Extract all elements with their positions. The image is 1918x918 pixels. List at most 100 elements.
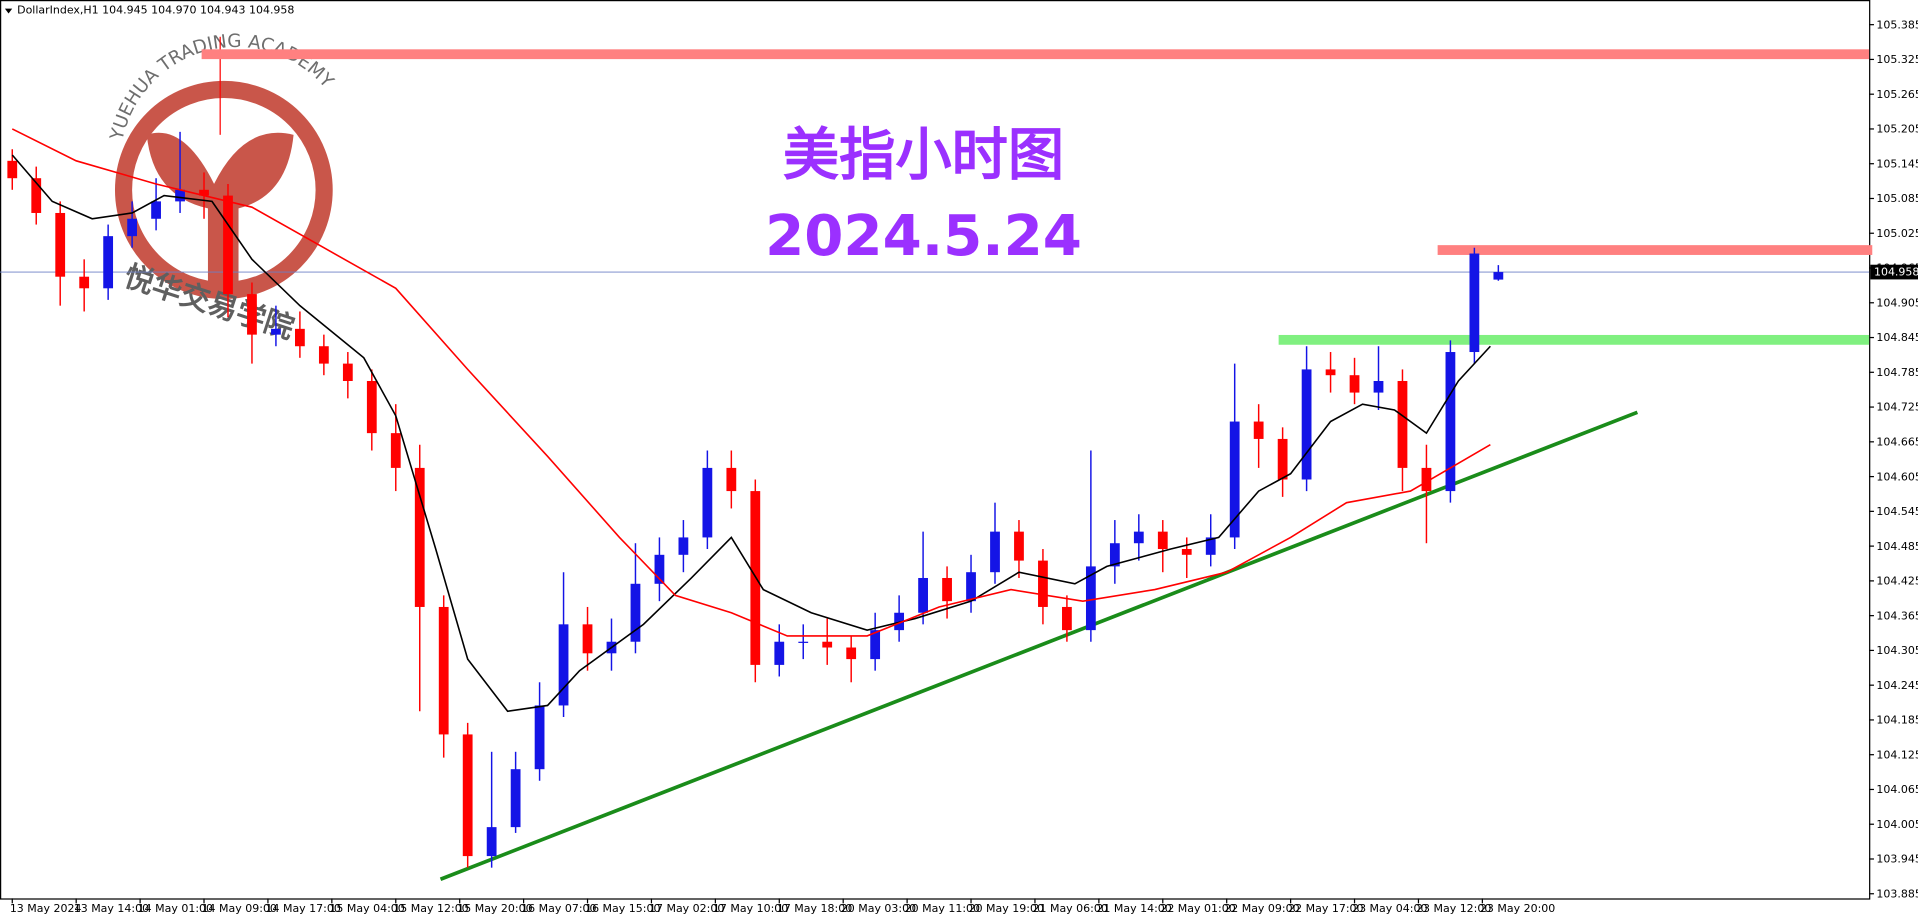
candle-body [31,178,42,213]
x-tick-label: 15 May 04:00 [329,902,404,915]
candle-body [678,537,689,555]
candle-body [318,346,329,364]
chart-title: 美指小时图 [783,122,1064,188]
y-tick-label: 103.945 [1876,853,1918,866]
y-tick-label: 104.785 [1876,366,1918,379]
y-tick-label: 105.085 [1876,192,1918,205]
candle-body [990,531,1000,573]
level-zone [1278,334,1870,345]
x-tick-label: 15 May 12:00 [393,902,468,915]
y-tick-label: 104.125 [1876,748,1918,761]
x-tick-label: 23 May 04:00 [1352,902,1427,915]
candle-body [1349,375,1360,393]
candle-body [390,433,401,468]
last-price-label: 104.958 [1874,266,1918,279]
candle-body [295,328,305,347]
x-tick-label: 13 May 2024 [10,902,82,915]
x-tick-label: 14 May 17:00 [265,902,340,915]
candle-body [726,467,737,492]
candle-body [1157,531,1168,550]
moving-average [11,128,1491,637]
candle-body [127,218,138,237]
candle-body [1373,380,1384,393]
candle-body [175,189,185,202]
level-zone [1437,245,1873,255]
candle-body [582,624,593,654]
candle-body [966,572,976,602]
candle-body [79,276,90,289]
x-tick-label: 17 May 18:00 [777,902,852,915]
candle-body [271,328,281,335]
candle-body [558,624,569,706]
candle-body [1205,537,1216,555]
candle-body [103,236,114,289]
x-tick-label: 21 May 06:00 [1033,902,1108,915]
candle-body [462,734,473,857]
x-tick-label: 14 May 09:00 [202,902,277,915]
y-tick-label: 104.665 [1876,435,1918,448]
candle-body [1133,531,1144,544]
candle-body [1085,566,1096,631]
moving-average [11,154,1491,713]
candle-body [1397,380,1408,468]
candle-body [247,294,257,335]
candle-body [7,160,18,179]
candle-body [1493,272,1504,280]
header: DollarIndex,H1 104.945 104.970 104.943 1… [17,3,294,16]
y-tick-label: 104.485 [1876,540,1918,553]
candle-body [894,612,905,631]
last-price-box [1870,264,1918,280]
candle-body [486,827,497,857]
candle-body [1421,467,1432,492]
candle-body [223,195,233,295]
candle-body [55,212,66,277]
x-tick-label: 22 May 17:00 [1288,902,1363,915]
candle-body [342,363,353,381]
chart-subtitle: 2024.5.24 [765,204,1082,269]
candle-body [414,467,425,607]
x-tick-label: 22 May 09:00 [1224,902,1299,915]
candle-body [702,467,713,538]
x-tick-label: 20 May 03:00 [841,902,916,915]
y-tick-label: 104.065 [1876,783,1918,796]
candle-body [870,630,881,660]
x-tick-label: 23 May 12:00 [1416,902,1491,915]
candle-body [1469,253,1480,353]
candle-body [822,641,833,648]
candle-body [1109,543,1120,567]
y-tick-label: 104.425 [1876,575,1918,588]
candle-body [438,606,449,735]
y-tick-label: 104.005 [1876,818,1918,831]
y-tick-label: 104.905 [1876,296,1918,309]
candle-body [1014,531,1024,561]
y-tick-label: 104.545 [1876,505,1918,518]
candle-body [1038,560,1048,607]
y-tick-label: 104.245 [1876,679,1918,692]
y-tick-label: 105.025 [1876,227,1918,240]
y-tick-label: 104.605 [1876,470,1918,483]
candle-body [366,380,377,434]
y-tick-label: 103.885 [1876,887,1918,900]
candle-body [942,577,952,602]
header-arrow [4,8,13,14]
y-tick-label: 105.385 [1876,18,1918,31]
y-tick-label: 104.845 [1876,331,1918,344]
level-zone [201,49,1870,60]
y-tick-label: 105.145 [1876,157,1918,170]
candle-body [1301,369,1312,480]
candle-body [1062,606,1072,631]
candle-body [774,641,785,665]
x-tick-label: 13 May 14:00 [74,902,149,915]
x-tick-label: 21 May 14:00 [1096,902,1171,915]
candle-body [1325,369,1336,376]
x-tick-label: 17 May 02:00 [649,902,724,915]
x-tick-label: 20 May 11:00 [905,902,980,915]
candle-body [1277,438,1288,480]
y-tick-label: 104.365 [1876,609,1918,622]
candle-body [151,201,161,219]
candle-body [798,641,809,643]
y-tick-label: 104.305 [1876,644,1918,657]
y-tick-label: 105.205 [1876,123,1918,136]
x-tick-label: 14 May 01:00 [138,902,213,915]
